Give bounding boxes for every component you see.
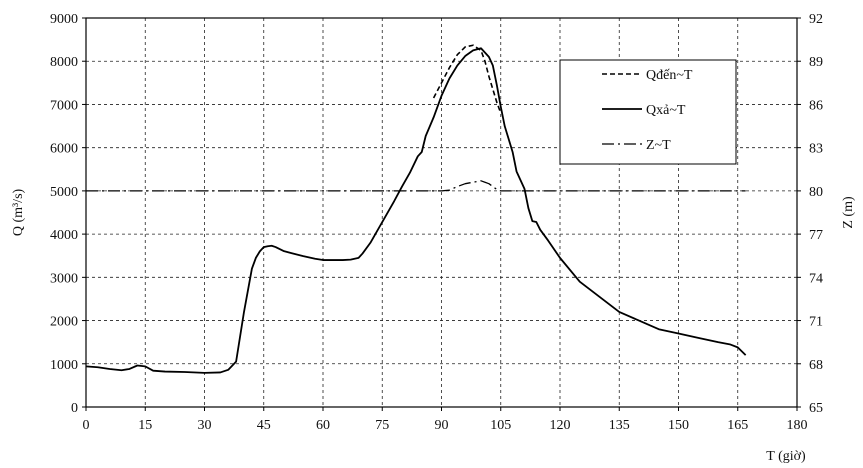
series-line-1 [85,47,747,374]
x-tick-label: 60 [316,418,330,433]
x-axis-label: T (giờ) [766,449,806,464]
y-tick-label: 8000 [50,55,78,70]
axis-labels: T (giờ) Q (m³/s) Z (m) [11,188,856,464]
x-tick-label: 135 [609,418,630,433]
y-tick-label: 4000 [50,228,78,243]
legend-box [559,59,737,165]
y2-tick-label: 71 [809,315,823,330]
y-tick-label: 5000 [50,185,78,200]
x-tick-label: 75 [375,418,389,433]
x-tick-label: 120 [550,418,571,433]
y-tick-label: 7000 [50,98,78,113]
axes-layer: 0 15 30 45 60 75 90 105 120 135 150 165 180 0 1000 2000… [50,12,823,433]
y-tick-label: 1000 [50,358,78,373]
x-tick-label: 180 [787,418,808,433]
y2-tick-label: 80 [809,185,823,200]
x-tick-label: 15 [138,418,152,433]
legend: Qđến~T Qxả~T Z~T [559,59,737,165]
legend-label: Qđến~T [646,68,693,83]
y2-tick-label: 68 [809,358,823,373]
y-axis-label: Q (m³/s) [11,188,26,236]
series-line-0 [432,44,502,114]
y2-tick-label: 92 [809,12,823,27]
y2-tick-label: 89 [809,55,823,70]
y2-tick-label: 86 [809,98,823,113]
series-line-2 [86,180,746,192]
x-tick-label: 105 [490,418,511,433]
x-tick-label: 150 [668,418,689,433]
y-tick-label: 2000 [50,315,78,330]
y2-tick-label: 83 [809,142,823,157]
x-tick-label: 45 [257,418,271,433]
y2-tick-label: 65 [809,401,823,416]
y-tick-label: 0 [71,401,78,416]
y-tick-label: 3000 [50,271,78,286]
x-tick-label: 30 [198,418,212,433]
y2-axis-label: Z (m) [841,196,856,229]
series-layer [85,44,747,374]
x-tick-label: 0 [83,418,90,433]
legend-label: Qxả~T [646,103,686,118]
legend-label: Z~T [646,138,671,153]
x-tick-label: 165 [727,418,748,433]
x-tick-label: 90 [435,418,449,433]
y2-tick-label: 74 [809,271,823,286]
y-tick-label: 9000 [50,12,78,27]
y2-tick-label: 77 [809,228,823,243]
y-tick-label: 6000 [50,142,78,157]
